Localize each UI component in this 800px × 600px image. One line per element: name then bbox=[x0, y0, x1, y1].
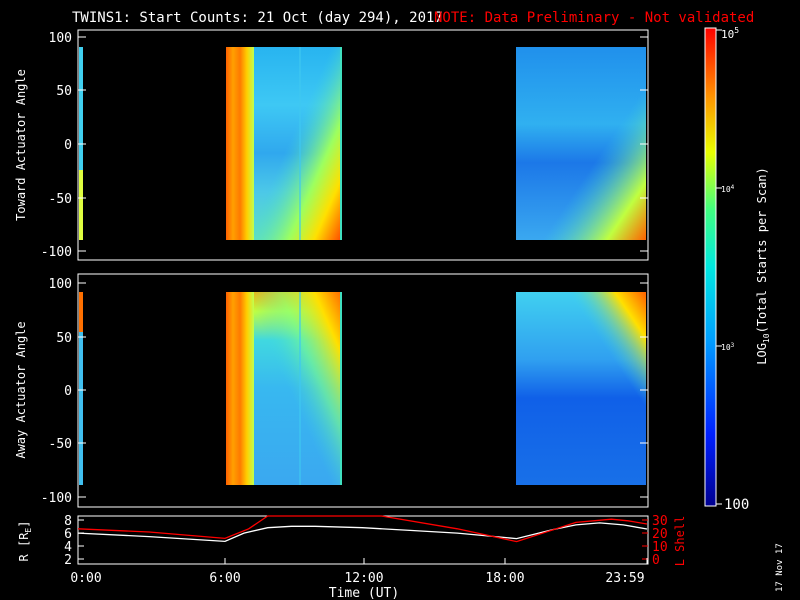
r-tick-2: 2 bbox=[64, 553, 72, 568]
away-ylabel: Away Actuator Angle bbox=[14, 321, 28, 458]
away-block-1 bbox=[226, 292, 342, 485]
lshell-series-line bbox=[77, 515, 648, 543]
lshell-tick-30: 30 bbox=[652, 514, 668, 529]
lshell-tick-0: 0 bbox=[652, 553, 660, 568]
xtick-1200: 12:00 bbox=[344, 571, 383, 586]
toward-block-start-low bbox=[79, 170, 83, 240]
away-ytick-50: 50 bbox=[56, 331, 72, 346]
time-axis: 0:00 6:00 12:00 18:00 23:59 Time (UT) bbox=[70, 558, 648, 600]
away-block-2 bbox=[516, 292, 646, 485]
colorbar-tick-1e5: 105 bbox=[721, 26, 739, 41]
xtick-2359: 23:59 bbox=[605, 571, 644, 586]
toward-ylabel: Toward Actuator Angle bbox=[14, 69, 28, 221]
away-ytick-m50: -50 bbox=[49, 437, 72, 452]
toward-ytick-50: 50 bbox=[56, 84, 72, 99]
colorbar: 105 104 103 100 LOG10(Total Starts per S… bbox=[704, 26, 771, 513]
lshell-tick-20: 20 bbox=[652, 527, 668, 542]
away-ytick-m100: -100 bbox=[41, 491, 72, 506]
r-tick-6: 6 bbox=[64, 527, 72, 542]
data-note: NOTE: Data Preliminary - Not validated bbox=[434, 10, 754, 26]
r-series-line bbox=[77, 522, 648, 543]
lshell-tick-10: 10 bbox=[652, 540, 668, 555]
time-xlabel: Time (UT) bbox=[329, 586, 399, 600]
colorbar-gradient bbox=[704, 27, 717, 507]
r-tick-4: 4 bbox=[64, 540, 72, 555]
r-ylabel: R [RE] bbox=[17, 521, 33, 562]
colorbar-tick-1e4: 104 bbox=[721, 184, 735, 194]
away-panel: 100 50 0 -50 -100 Away Actuator Angle bbox=[14, 273, 649, 508]
orbit-left-axis: 8 6 4 2 bbox=[64, 514, 84, 568]
chart-title: TWINS1: Start Counts: 21 Oct (day 294), … bbox=[72, 10, 443, 26]
colorbar-tick-1e3: 103 bbox=[721, 342, 735, 352]
lshell-ylabel: L Shell bbox=[673, 516, 687, 567]
away-ytick-100: 100 bbox=[49, 277, 72, 292]
toward-yaxis: 100 50 0 -50 -100 bbox=[41, 31, 648, 260]
toward-ytick-100: 100 bbox=[49, 31, 72, 46]
toward-ytick-m50: -50 bbox=[49, 192, 72, 207]
colorbar-label: LOG10(Total Starts per Scan) bbox=[755, 167, 771, 365]
orbit-lines bbox=[77, 515, 648, 543]
toward-panel: 100 50 0 -50 -100 Toward Actuator Angle bbox=[14, 29, 649, 261]
toward-block-1 bbox=[226, 47, 342, 240]
toward-block-2 bbox=[516, 47, 646, 240]
away-block-start bbox=[79, 292, 83, 485]
xtick-1800: 18:00 bbox=[485, 571, 524, 586]
xtick-0000: 0:00 bbox=[70, 571, 101, 586]
colorbar-tick-100: 100 bbox=[724, 497, 749, 513]
toward-ytick-0: 0 bbox=[64, 138, 72, 153]
away-ytick-0: 0 bbox=[64, 384, 72, 399]
r-tick-8: 8 bbox=[64, 514, 72, 529]
away-block-start-top bbox=[79, 292, 83, 332]
date-stamp: 17 Nov 17 bbox=[775, 543, 785, 592]
toward-ytick-m100: -100 bbox=[41, 245, 72, 260]
xtick-0600: 6:00 bbox=[209, 571, 240, 586]
orbit-right-axis: 30 20 10 0 bbox=[642, 514, 668, 568]
orbit-panel: 8 6 4 2 R [RE] 30 20 10 0 L Shell bbox=[17, 514, 687, 600]
away-yaxis: 100 50 0 -50 -100 bbox=[41, 277, 648, 506]
